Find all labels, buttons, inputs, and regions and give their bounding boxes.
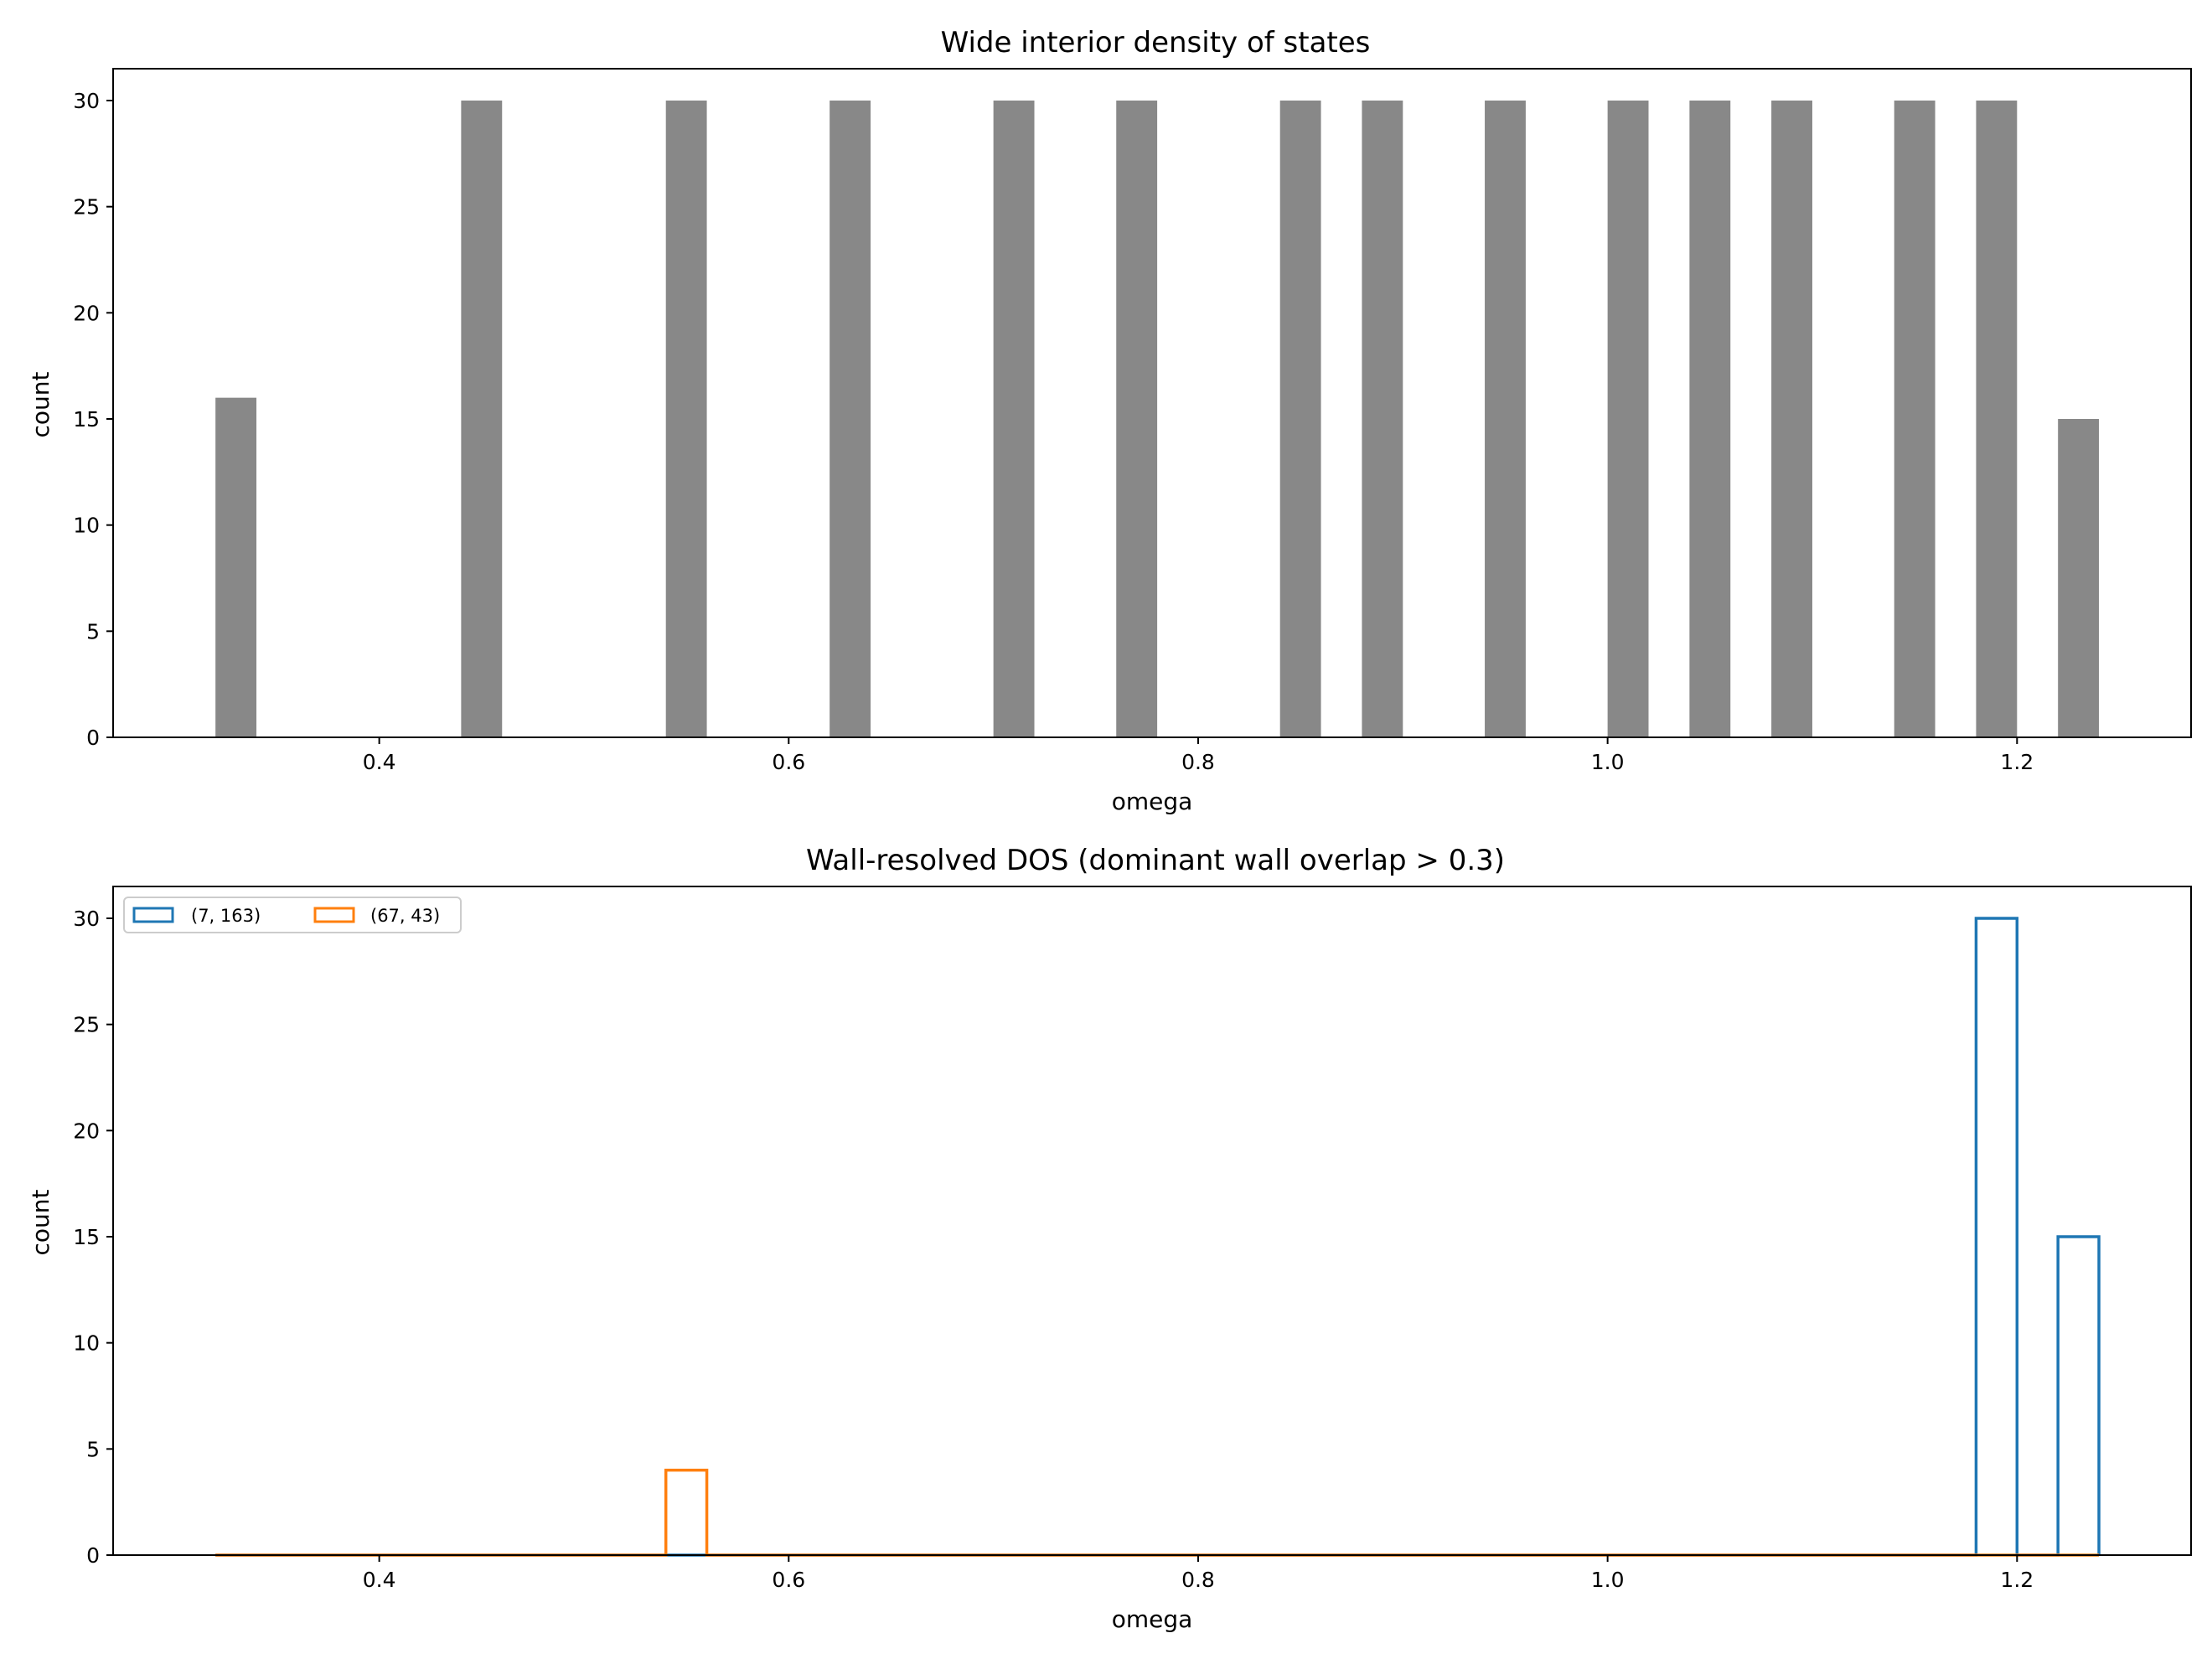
y-axis-ticks: 0 5 10 15 20 25 30 bbox=[73, 89, 113, 750]
x-tick-label: 0.8 bbox=[1181, 750, 1215, 774]
legend-frame bbox=[123, 897, 462, 933]
histogram-bar bbox=[1362, 101, 1403, 737]
histogram-bar bbox=[1976, 101, 2018, 737]
histogram-bar bbox=[215, 397, 257, 737]
y-tick-label: 15 bbox=[73, 1225, 100, 1249]
histogram-bar bbox=[1279, 101, 1321, 737]
chart-title: Wide interior density of states bbox=[941, 26, 1371, 59]
x-tick-label: 0.8 bbox=[1181, 1568, 1215, 1592]
histogram-bar bbox=[1116, 101, 1158, 737]
histogram-bar bbox=[1485, 101, 1526, 737]
x-tick-label: 0.4 bbox=[363, 750, 396, 774]
x-axis-ticks: 0.4 0.6 0.8 1.0 1.2 bbox=[363, 1555, 2034, 1592]
legend-swatch-series-1 bbox=[132, 907, 174, 923]
plot-frame bbox=[112, 68, 2192, 738]
histogram-bar bbox=[2058, 419, 2100, 737]
bars bbox=[215, 101, 2100, 737]
y-tick-label: 5 bbox=[86, 1437, 100, 1461]
y-axis-ticks: 0 5 10 15 20 25 30 bbox=[73, 907, 113, 1568]
x-tick-label: 0.6 bbox=[772, 750, 805, 774]
x-tick-label: 1.0 bbox=[1591, 750, 1625, 774]
legend-swatch-series-2 bbox=[313, 907, 355, 923]
x-tick-label: 1.2 bbox=[2000, 750, 2034, 774]
x-axis-label: omega bbox=[1112, 788, 1193, 815]
histogram-bar bbox=[830, 101, 871, 737]
x-tick-label: 1.2 bbox=[2000, 1568, 2034, 1592]
histogram-bar bbox=[1607, 101, 1649, 737]
step-histogram-series-2 bbox=[215, 1468, 2100, 1557]
x-axis-label: omega bbox=[1112, 1605, 1193, 1633]
y-tick-label: 30 bbox=[73, 907, 100, 931]
x-tick-label: 0.4 bbox=[363, 1568, 396, 1592]
histogram-panel-wall-resolved-dos: Wall-resolved DOS (dominant wall overlap… bbox=[27, 844, 2192, 1633]
plot-frame bbox=[112, 886, 2192, 1556]
y-tick-label: 20 bbox=[73, 301, 100, 325]
histogram-bar bbox=[1894, 101, 1936, 737]
y-tick-label: 0 bbox=[86, 1543, 100, 1568]
y-tick-label: 25 bbox=[73, 195, 100, 220]
chart-title: Wall-resolved DOS (dominant wall overlap… bbox=[806, 844, 1505, 877]
y-tick-label: 20 bbox=[73, 1119, 100, 1143]
histogram-bar bbox=[1771, 101, 1812, 737]
y-axis-label: count bbox=[27, 1189, 54, 1255]
x-tick-label: 1.0 bbox=[1591, 1568, 1625, 1592]
legend-label-series-2: (67, 43) bbox=[370, 906, 440, 926]
legend-label-series-1: (7, 163) bbox=[191, 906, 261, 926]
step-histogram-series-1 bbox=[215, 917, 2101, 1557]
y-tick-label: 5 bbox=[86, 619, 100, 643]
legend: (7, 163) (67, 43) bbox=[123, 897, 462, 933]
histogram-bar bbox=[461, 101, 503, 737]
histogram-bar bbox=[1689, 101, 1731, 737]
y-tick-label: 30 bbox=[73, 89, 100, 113]
y-tick-label: 15 bbox=[73, 407, 100, 432]
y-tick-label: 10 bbox=[73, 514, 100, 538]
y-axis-label: count bbox=[27, 371, 54, 437]
histogram-bar bbox=[993, 101, 1035, 737]
histogram-panel-interior-dos: Wide interior density of states 0.4 0.6 0.… bbox=[27, 26, 2192, 815]
x-tick-label: 0.6 bbox=[772, 1568, 805, 1592]
x-axis-ticks: 0.4 0.6 0.8 1.0 1.2 bbox=[363, 737, 2034, 774]
y-tick-label: 10 bbox=[73, 1331, 100, 1356]
y-tick-label: 25 bbox=[73, 1013, 100, 1037]
histogram-bar bbox=[665, 101, 707, 737]
y-tick-label: 0 bbox=[86, 726, 100, 750]
step-histograms bbox=[215, 917, 2101, 1557]
